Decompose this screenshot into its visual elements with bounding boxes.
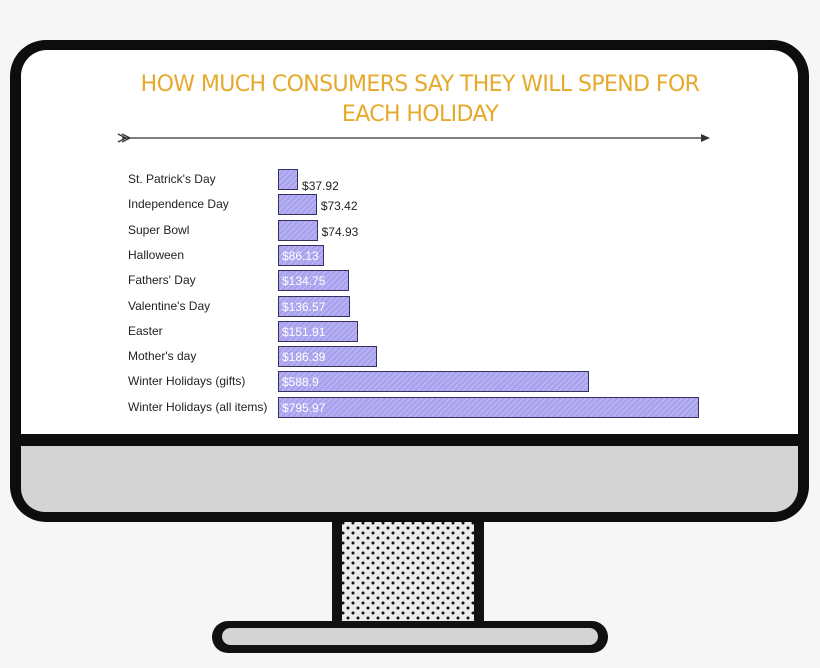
bar [278,219,318,241]
bar [278,295,351,317]
value-label: $86.13 [282,248,319,263]
title-arrow-head [701,134,710,142]
bar [278,371,590,393]
bar [278,194,317,216]
category-label: Winter Holidays (gifts) [128,374,246,389]
chart-title: HOW MUCH CONSUMERS SAY THEY WILL SPEND F… [110,70,730,130]
title-arrow-tail [117,133,132,143]
category-label: Independence Day [128,197,229,212]
category-label: Fathers' Day [128,273,196,288]
category-label: Easter [128,323,163,338]
value-label: $588.9 [282,375,319,390]
category-label: St. Patrick's Day [128,172,216,186]
value-label: $795.97 [282,400,326,415]
category-label: Mother's day [128,349,197,364]
category-label: Winter Holidays (all items) [128,399,268,414]
value-label: $186.39 [282,350,326,365]
value-label: $136.57 [282,299,326,314]
bar [278,169,299,190]
bar [278,396,699,418]
chart-title-line-1: HOW MUCH CONSUMERS SAY THEY WILL SPEND F… [140,72,700,97]
bar [278,244,324,266]
value-label: $73.42 [320,199,358,214]
category-label: Halloween [128,247,185,262]
bar [278,270,350,292]
value-label: $134.75 [282,274,326,289]
bar [278,320,359,342]
category-label: Super Bowl [128,222,190,237]
chart-title-line-2: EACH HOLIDAY [341,102,499,127]
value-label: $151.91 [282,324,326,339]
monitor-screen [21,50,798,434]
value-label: $37.92 [302,179,339,193]
category-label: Valentine's Day [128,298,211,313]
value-label: $74.93 [321,224,359,239]
bar [278,346,377,368]
